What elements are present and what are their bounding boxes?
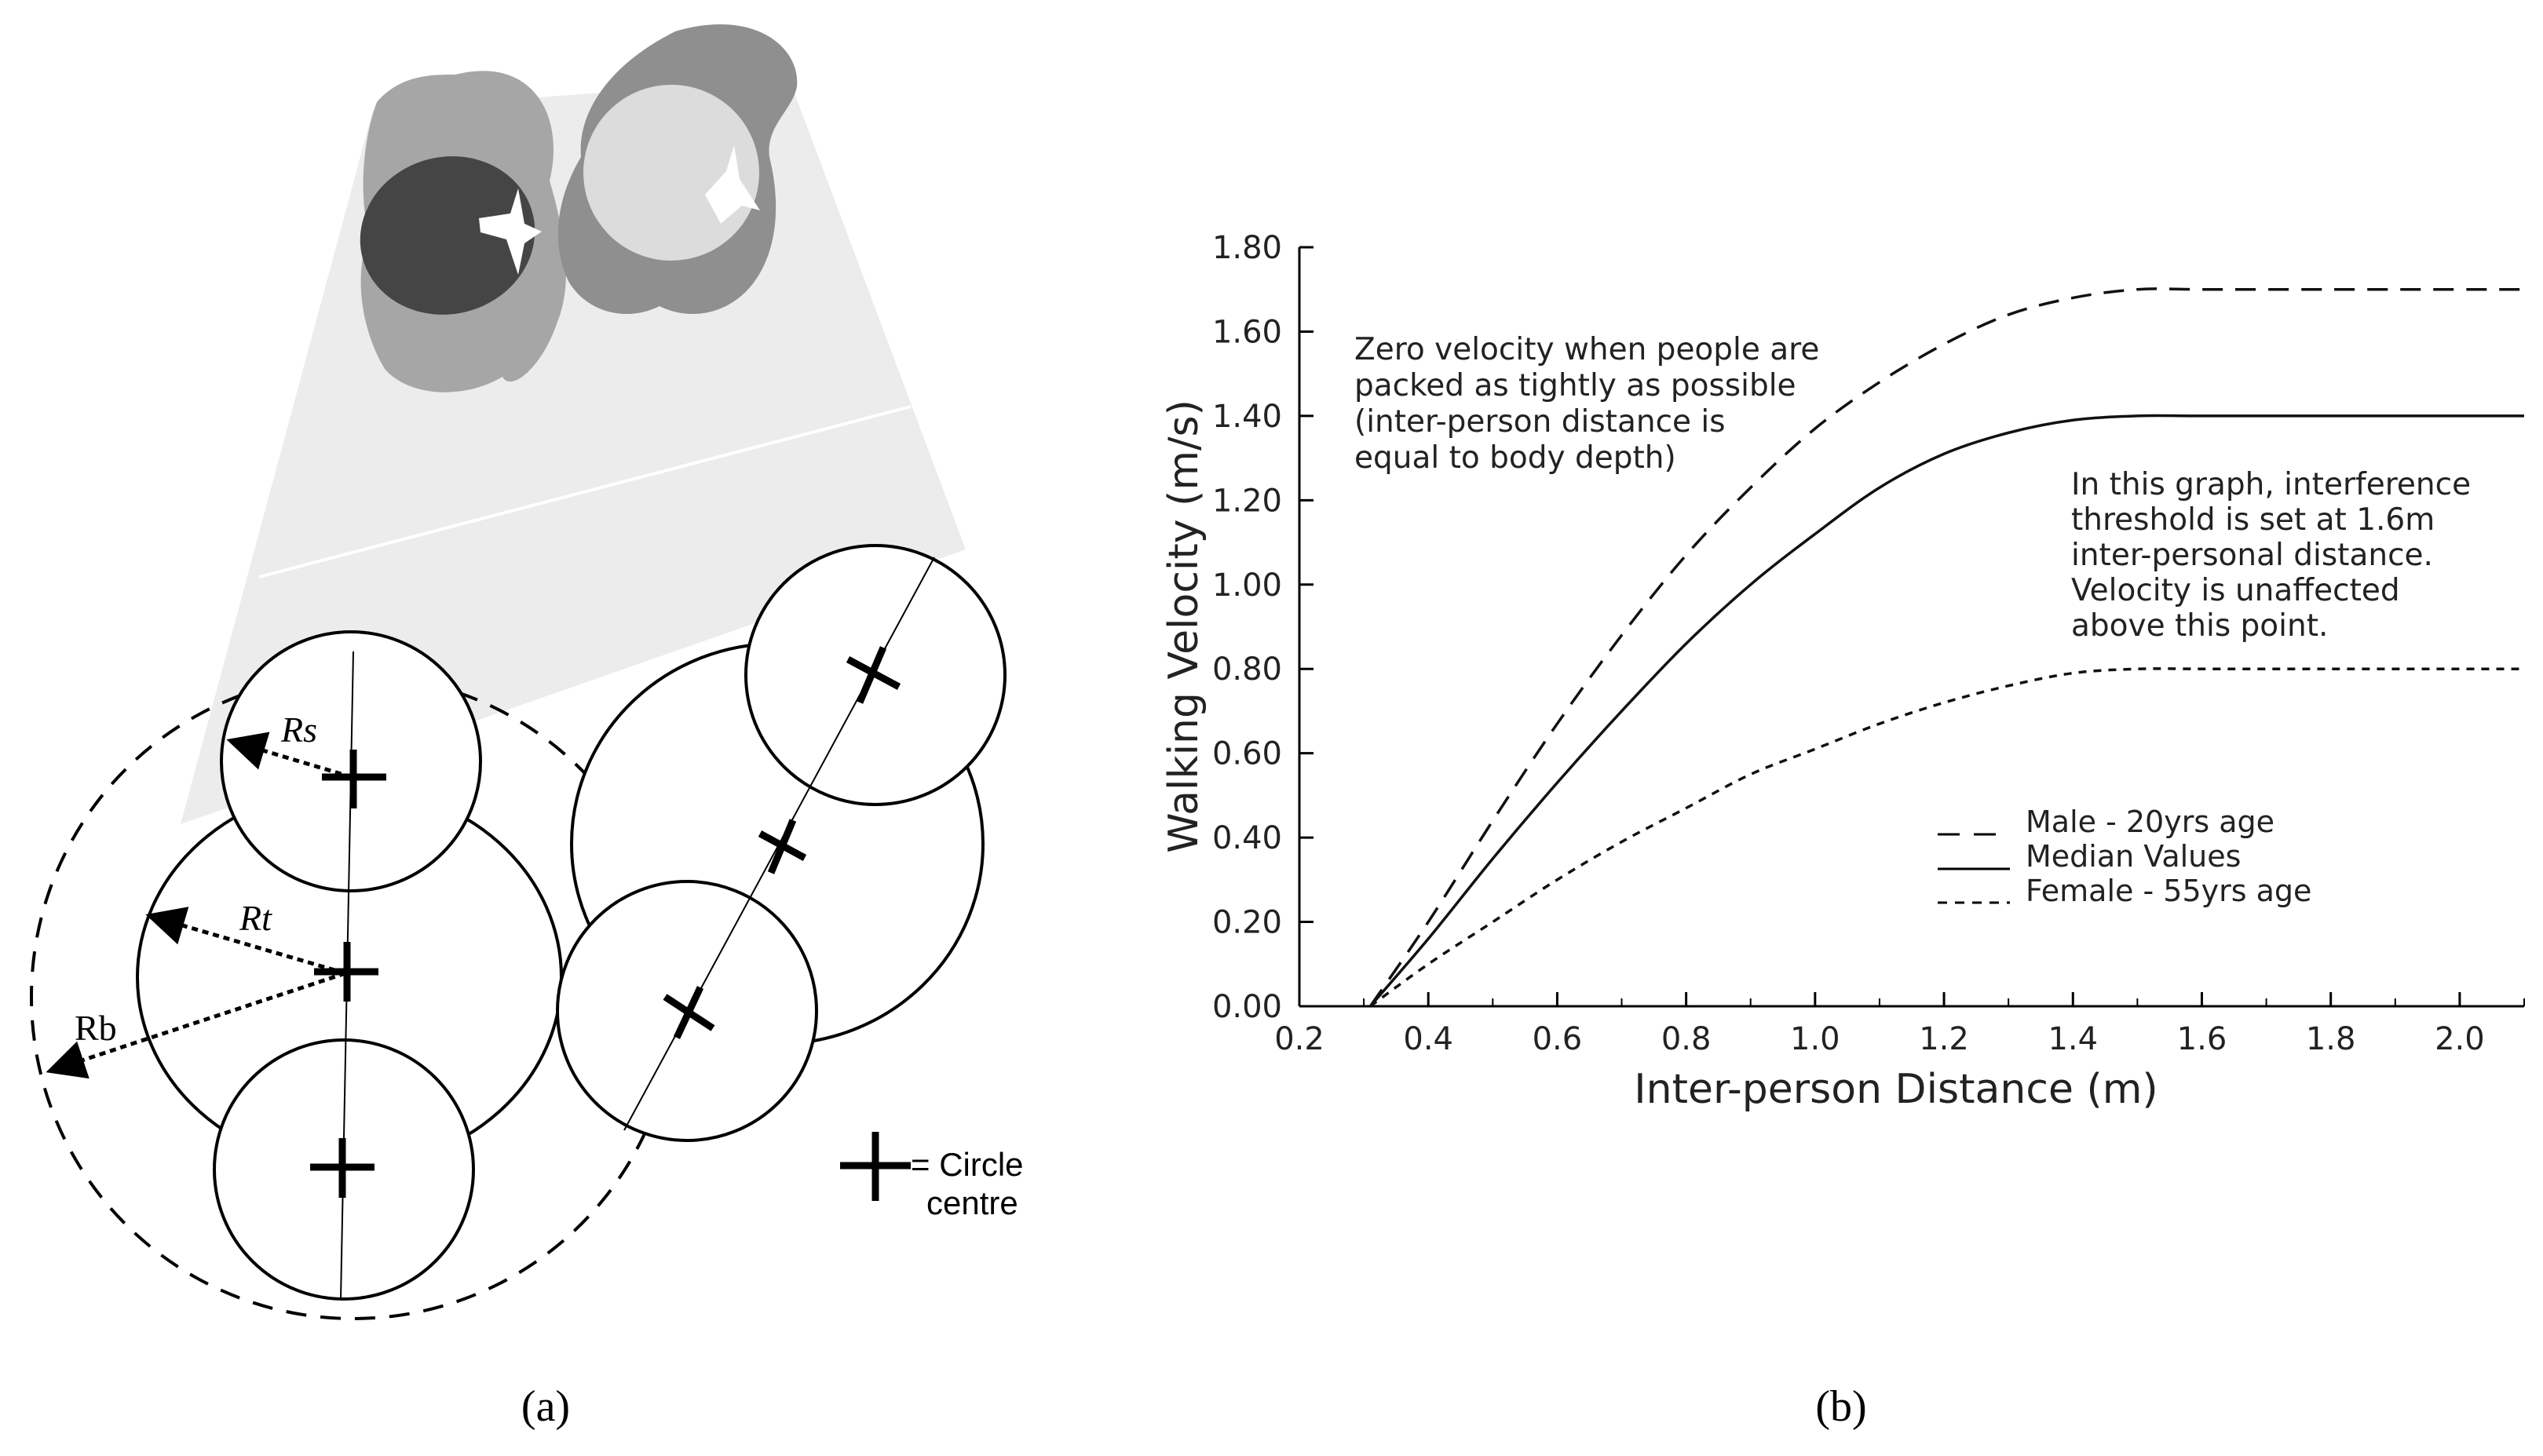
series-line-female [1369, 667, 2524, 1008]
circle-centre-cross-icon [314, 942, 378, 1002]
circle-centre-cross-icon [322, 750, 386, 808]
y-tick-label: 0.60 [1212, 736, 1282, 772]
y-tick-label: 1.00 [1212, 567, 1282, 604]
radius-arrow-rt [145, 907, 346, 976]
y-tick-label: 0.00 [1212, 989, 1282, 1025]
x-tick-label: 2.0 [2435, 1021, 2485, 1057]
x-tick-label: 1.6 [2177, 1021, 2227, 1057]
x-ticks: 0.2 0.4 0.6 0.8 1.0 1.2 1.4 1.6 1.8 2.0 [1274, 992, 2525, 1057]
x-tick-label: 1.4 [2048, 1021, 2098, 1057]
x-tick-label: 0.4 [1403, 1021, 1453, 1057]
caption-b: (b) [1815, 1382, 1866, 1431]
person-top-view-left [360, 71, 566, 392]
series-line-male [1368, 287, 2524, 1007]
legend-circle-label: = Circle [911, 1146, 1024, 1183]
legend-centre-label: centre [926, 1184, 1018, 1221]
person-top-view-right [557, 24, 798, 315]
series-line-median [1368, 414, 2524, 1008]
x-axis-label: Inter-person Distance (m) [1634, 1066, 2158, 1113]
y-tick-label: 1.60 [1212, 314, 1282, 350]
label-rb: Rb [75, 1008, 117, 1048]
y-tick-label: 0.20 [1212, 905, 1282, 941]
label-rt: Rt [239, 898, 272, 938]
y-tick-label: 0.40 [1212, 820, 1282, 856]
circle-centre-cross-icon [663, 986, 715, 1039]
panel-a: Rs Rt Rb = Circle centre (a) [30, 24, 1024, 1431]
person-right-nose-icon [705, 145, 760, 224]
chart-legend: Male - 20yrs age Median Values Female - … [1938, 805, 2311, 908]
y-ticks: 0.00 0.20 0.40 0.60 0.80 1.00 1.20 1.40 1.60 1.80 [1212, 230, 1314, 1025]
person-left-nose-icon [479, 188, 542, 275]
annotation-line: equal to body depth) [1354, 440, 1676, 476]
circle-centre-cross-icon [846, 646, 901, 704]
annotation-line: inter-personal distance. [2071, 538, 2433, 573]
annotation-line: packed as tightly as possible [1354, 368, 1796, 403]
annotation-line: (inter-person distance is [1354, 404, 1726, 440]
person-right-head [583, 85, 759, 261]
legend-label-median: Median Values [2026, 839, 2241, 874]
series-lines [1368, 287, 2524, 1008]
x-tick-label: 1.0 [1790, 1021, 1840, 1057]
y-tick-label: 1.40 [1212, 399, 1282, 435]
annotation-line: In this graph, interference [2071, 467, 2471, 502]
x-tick-label: 0.2 [1274, 1021, 1324, 1057]
y-tick-label: 1.20 [1212, 483, 1282, 519]
y-tick-label: 0.80 [1212, 651, 1282, 688]
person-left-head [360, 156, 535, 315]
radius-arrow-rs [226, 732, 353, 779]
legend-label-female: Female - 55yrs age [2026, 874, 2311, 908]
x-tick-label: 1.2 [1919, 1021, 1969, 1057]
x-tick-label: 0.8 [1661, 1021, 1712, 1057]
y-axis-label: Walking Velocity (m/s) [1160, 400, 1208, 853]
circle-centre-cross-icon [758, 819, 807, 874]
x-tick-label: 1.8 [2306, 1021, 2356, 1057]
radius-arrow-rb [46, 971, 346, 1079]
panel-b: 0.000.200.400.600.801.001.201.401.601.80… [1160, 230, 2525, 1431]
annotation-line: Velocity is unaffected [2071, 573, 2400, 608]
annotation-line: above this point. [2071, 608, 2328, 644]
annotation-line: Zero velocity when people are [1354, 332, 1819, 367]
circle-centre-legend-icon [840, 1132, 911, 1201]
label-rs: Rs [280, 710, 317, 750]
legend-label-male: Male - 20yrs age [2026, 805, 2274, 839]
y-tick-label: 1.80 [1212, 230, 1282, 266]
annotation-line: threshold is set at 1.6m [2071, 502, 2435, 538]
caption-a: (a) [521, 1382, 570, 1431]
cone-divider-line [258, 405, 912, 578]
circle-centre-cross-icon [310, 1138, 375, 1198]
x-tick-label: 0.6 [1533, 1021, 1583, 1057]
